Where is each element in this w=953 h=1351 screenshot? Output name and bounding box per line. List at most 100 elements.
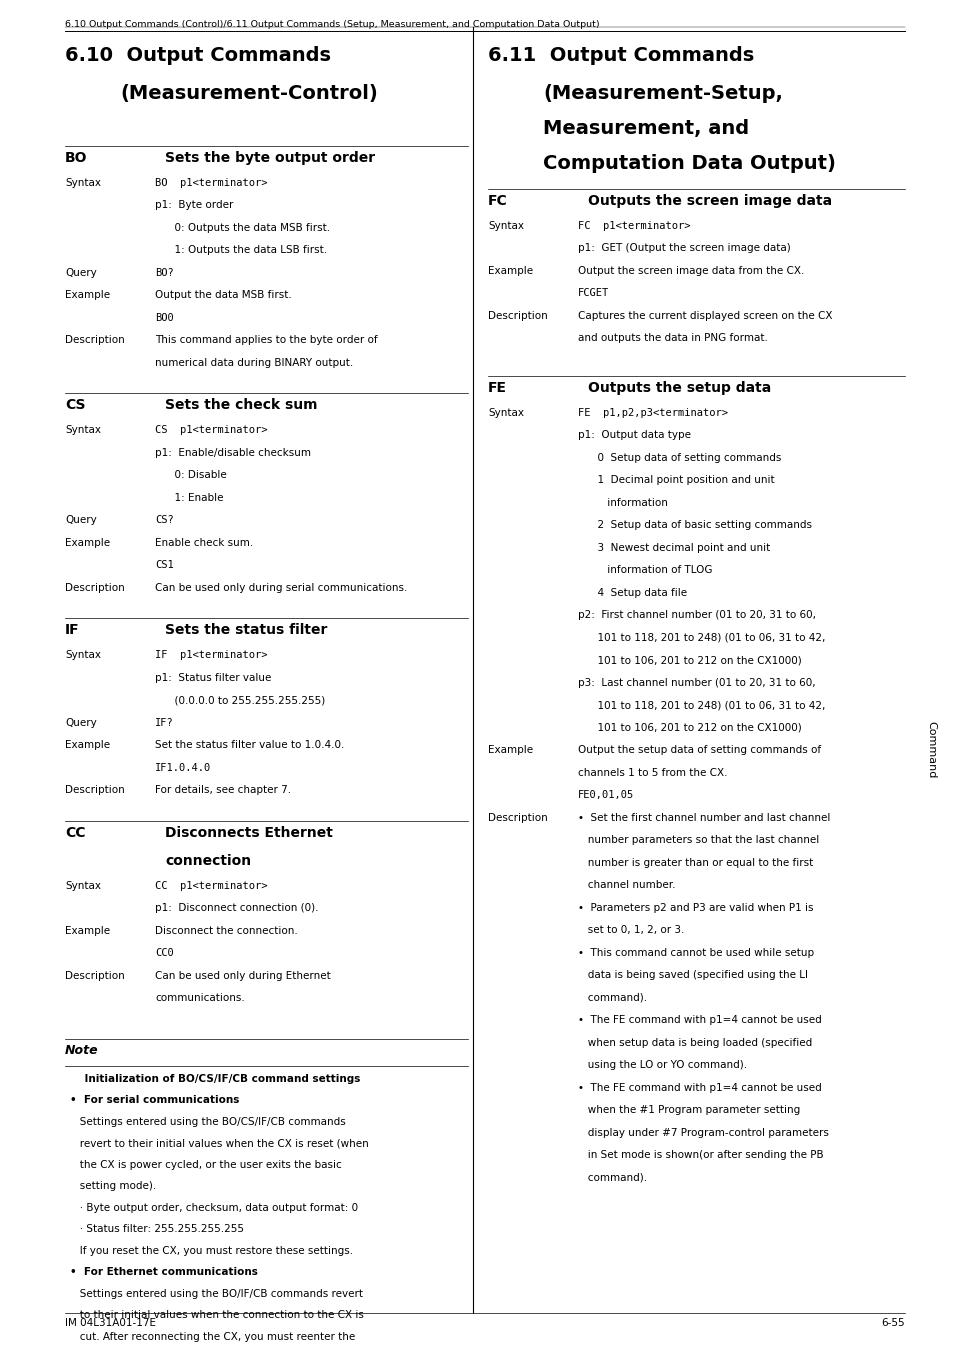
- Text: FE: FE: [488, 381, 506, 394]
- Text: Output the screen image data from the CX.: Output the screen image data from the CX…: [578, 266, 803, 276]
- Text: Enable check sum.: Enable check sum.: [154, 538, 253, 549]
- Text: Description: Description: [488, 813, 547, 823]
- Text: Example: Example: [65, 290, 110, 300]
- Text: IF1.0.4.0: IF1.0.4.0: [154, 763, 211, 773]
- Text: 101 to 118, 201 to 248) (01 to 06, 31 to 42,: 101 to 118, 201 to 248) (01 to 06, 31 to…: [578, 701, 824, 711]
- Text: 1: Enable: 1: Enable: [154, 493, 223, 503]
- Text: Note: Note: [65, 1044, 98, 1056]
- Text: p1:  Status filter value: p1: Status filter value: [154, 673, 271, 684]
- Text: 2  Setup data of basic setting commands: 2 Setup data of basic setting commands: [578, 520, 811, 531]
- Text: •  Set the first channel number and last channel: • Set the first channel number and last …: [578, 813, 829, 823]
- Text: If you reset the CX, you must restore these settings.: If you reset the CX, you must restore th…: [70, 1246, 353, 1256]
- Text: Computation Data Output): Computation Data Output): [542, 154, 835, 173]
- Text: cut. After reconnecting the CX, you must reenter the: cut. After reconnecting the CX, you must…: [70, 1332, 355, 1342]
- Text: Syntax: Syntax: [65, 881, 101, 892]
- Text: 4  Setup data file: 4 Setup data file: [578, 588, 686, 598]
- Text: · Byte output order, checksum, data output format: 0: · Byte output order, checksum, data outp…: [70, 1202, 357, 1213]
- Text: IM 04L31A01-17E: IM 04L31A01-17E: [65, 1319, 156, 1328]
- Text: p1:  Output data type: p1: Output data type: [578, 431, 690, 440]
- Text: information: information: [578, 499, 667, 508]
- Text: Command: Command: [925, 721, 935, 778]
- Text: Description: Description: [65, 584, 125, 593]
- Text: Example: Example: [65, 740, 110, 751]
- Text: BO?: BO?: [154, 267, 173, 278]
- Text: number parameters so that the last channel: number parameters so that the last chann…: [578, 835, 819, 846]
- Text: (Measurement-Setup,: (Measurement-Setup,: [542, 84, 782, 103]
- Text: p1:  Disconnect connection (0).: p1: Disconnect connection (0).: [154, 904, 318, 913]
- Text: 6: 6: [923, 663, 936, 682]
- Text: Syntax: Syntax: [65, 650, 101, 661]
- Text: Syntax: Syntax: [65, 178, 101, 188]
- Text: BO: BO: [65, 151, 88, 165]
- Text: CC: CC: [65, 825, 86, 840]
- Text: Syntax: Syntax: [65, 426, 101, 435]
- Text: p1:  GET (Output the screen image data): p1: GET (Output the screen image data): [578, 243, 790, 254]
- Text: IF  p1<terminator>: IF p1<terminator>: [154, 650, 267, 661]
- Text: For details, see chapter 7.: For details, see chapter 7.: [154, 785, 291, 796]
- Text: when setup data is being loaded (specified: when setup data is being loaded (specifi…: [578, 1038, 811, 1048]
- Text: information of TLOG: information of TLOG: [578, 566, 712, 576]
- Text: FE  p1,p2,p3<terminator>: FE p1,p2,p3<terminator>: [578, 408, 727, 417]
- Text: 0: Outputs the data MSB first.: 0: Outputs the data MSB first.: [154, 223, 330, 232]
- Text: Description: Description: [65, 971, 125, 981]
- Text: Syntax: Syntax: [488, 408, 523, 417]
- Text: p3:  Last channel number (01 to 20, 31 to 60,: p3: Last channel number (01 to 20, 31 to…: [578, 678, 815, 688]
- Text: setting mode).: setting mode).: [70, 1182, 156, 1192]
- Text: Can be used only during Ethernet: Can be used only during Ethernet: [154, 971, 331, 981]
- Text: the CX is power cycled, or the user exits the basic: the CX is power cycled, or the user exit…: [70, 1161, 341, 1170]
- Text: and outputs the data in PNG format.: and outputs the data in PNG format.: [578, 334, 767, 343]
- Text: Sets the status filter: Sets the status filter: [165, 624, 327, 638]
- Text: Captures the current displayed screen on the CX: Captures the current displayed screen on…: [578, 311, 832, 322]
- Text: •  The FE command with p1=4 cannot be used: • The FE command with p1=4 cannot be use…: [578, 1084, 821, 1093]
- Text: CS: CS: [65, 399, 86, 412]
- Text: 6-55: 6-55: [881, 1319, 904, 1328]
- Text: Measurement, and: Measurement, and: [542, 119, 748, 138]
- Text: communications.: communications.: [154, 993, 245, 1004]
- Text: Query: Query: [65, 516, 96, 526]
- Text: CC  p1<terminator>: CC p1<terminator>: [154, 881, 267, 892]
- Text: CS1: CS1: [154, 561, 173, 570]
- Text: Output the setup data of setting commands of: Output the setup data of setting command…: [578, 746, 821, 755]
- Text: Initialization of BO/CS/IF/CB command settings: Initialization of BO/CS/IF/CB command se…: [70, 1074, 360, 1084]
- Text: FC: FC: [488, 195, 507, 208]
- Text: •  For Ethernet communications: • For Ethernet communications: [70, 1267, 257, 1278]
- Text: Sets the byte output order: Sets the byte output order: [165, 151, 375, 165]
- Text: numerical data during BINARY output.: numerical data during BINARY output.: [154, 358, 353, 367]
- Text: 0: Disable: 0: Disable: [154, 470, 227, 481]
- Text: channel number.: channel number.: [578, 881, 675, 890]
- Text: Disconnect the connection.: Disconnect the connection.: [154, 925, 297, 936]
- Text: · Status filter: 255.255.255.255: · Status filter: 255.255.255.255: [70, 1224, 244, 1235]
- Text: using the LO or YO command).: using the LO or YO command).: [578, 1061, 746, 1070]
- Text: 1: Outputs the data LSB first.: 1: Outputs the data LSB first.: [154, 246, 327, 255]
- Text: •  The FE command with p1=4 cannot be used: • The FE command with p1=4 cannot be use…: [578, 1016, 821, 1025]
- Text: p2:  First channel number (01 to 20, 31 to 60,: p2: First channel number (01 to 20, 31 t…: [578, 611, 815, 620]
- Text: Example: Example: [65, 538, 110, 549]
- Text: Example: Example: [65, 925, 110, 936]
- Text: command).: command).: [578, 1173, 646, 1183]
- Text: •  Parameters p2 and P3 are valid when P1 is: • Parameters p2 and P3 are valid when P1…: [578, 902, 813, 913]
- Text: p1:  Enable/disable checksum: p1: Enable/disable checksum: [154, 449, 311, 458]
- Text: 1  Decimal point position and unit: 1 Decimal point position and unit: [578, 476, 774, 485]
- Text: IF?: IF?: [154, 717, 173, 728]
- Text: revert to their initial values when the CX is reset (when: revert to their initial values when the …: [70, 1139, 369, 1148]
- Text: This command applies to the byte order of: This command applies to the byte order o…: [154, 335, 377, 346]
- Text: CC0: CC0: [154, 948, 173, 958]
- Text: Outputs the screen image data: Outputs the screen image data: [587, 195, 831, 208]
- Text: Query: Query: [65, 267, 96, 278]
- Text: •  This command cannot be used while setup: • This command cannot be used while setu…: [578, 948, 813, 958]
- Text: channels 1 to 5 from the CX.: channels 1 to 5 from the CX.: [578, 767, 727, 778]
- Text: Description: Description: [65, 785, 125, 796]
- Text: number is greater than or equal to the first: number is greater than or equal to the f…: [578, 858, 812, 867]
- Text: Syntax: Syntax: [488, 222, 523, 231]
- Text: Can be used only during serial communications.: Can be used only during serial communica…: [154, 584, 407, 593]
- Text: Example: Example: [488, 746, 533, 755]
- Text: Settings entered using the BO/CS/IF/CB commands: Settings entered using the BO/CS/IF/CB c…: [70, 1117, 345, 1127]
- Text: in Set mode is shown(or after sending the PB: in Set mode is shown(or after sending th…: [578, 1151, 822, 1161]
- Text: Example: Example: [488, 266, 533, 276]
- Text: IF: IF: [65, 624, 79, 638]
- Text: command).: command).: [578, 993, 646, 1002]
- Text: 3  Newest decimal point and unit: 3 Newest decimal point and unit: [578, 543, 769, 553]
- Text: 101 to 106, 201 to 212 on the CX1000): 101 to 106, 201 to 212 on the CX1000): [578, 723, 801, 734]
- Text: connection: connection: [165, 854, 251, 867]
- Text: 101 to 106, 201 to 212 on the CX1000): 101 to 106, 201 to 212 on the CX1000): [578, 655, 801, 666]
